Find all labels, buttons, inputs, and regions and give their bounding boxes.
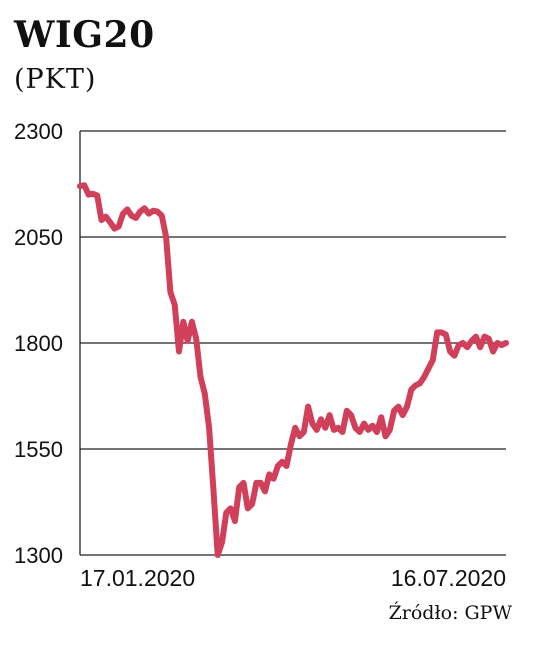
x-end-date-label: 16.07.2020 (391, 565, 506, 591)
grid-lines (79, 130, 506, 556)
y-axis-tick-labels: 2300 2050 1800 1550 1300 (14, 119, 63, 568)
wig20-line-chart: 2300 2050 1800 1550 1300 17.01.2020 16.07.20… (14, 119, 509, 591)
y-tick-label: 1800 (14, 331, 63, 356)
series-line (77, 182, 509, 558)
chart-title: WIG20 (14, 14, 155, 56)
x-axis-date-labels: 17.01.2020 16.07.2020 (80, 565, 506, 591)
source-note: Źródło: GPW (388, 602, 512, 624)
y-tick-label: 2050 (14, 225, 63, 250)
x-start-date-label: 17.01.2020 (80, 565, 195, 591)
y-tick-label: 1300 (14, 543, 63, 568)
y-tick-label: 1550 (14, 437, 63, 462)
y-tick-label: 2300 (14, 119, 63, 144)
chart-unit: (PKT) (14, 64, 97, 95)
